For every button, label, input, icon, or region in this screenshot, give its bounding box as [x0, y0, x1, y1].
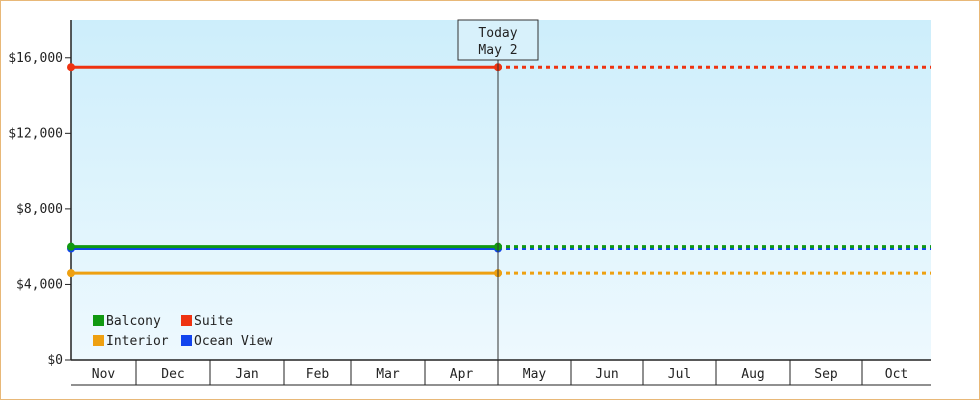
legend-label-suite: Suite: [194, 314, 233, 329]
y-tick-label: $0: [47, 353, 63, 368]
month-label-apr: Apr: [450, 367, 474, 382]
month-label-jul: Jul: [668, 367, 691, 382]
y-tick-label: $12,000: [8, 126, 63, 141]
legend-label-balcony: Balcony: [106, 314, 161, 329]
legend-swatch-interior: [93, 335, 104, 346]
legend: Balcony Suite Interior Ocean View: [93, 314, 272, 349]
legend-swatch-balcony: [93, 315, 104, 326]
legend-label-interior: Interior: [106, 334, 169, 349]
y-tick-label: $8,000: [16, 202, 63, 217]
legend-swatch-ocean-view: [181, 335, 192, 346]
y-axis: $0 $4,000 $8,000 $12,000 $16,000: [8, 20, 72, 368]
legend-label-ocean-view: Ocean View: [194, 334, 272, 349]
today-label: Today: [478, 26, 517, 41]
series-suite-point-start: [67, 63, 75, 72]
month-label-dec: Dec: [161, 367, 184, 382]
today-box: [457, 19, 539, 61]
month-label-nov: Nov: [92, 367, 116, 382]
month-label-mar: Mar: [376, 367, 400, 382]
series-interior-point-start: [67, 269, 75, 278]
plot-area: [71, 20, 931, 360]
month-label-sep: Sep: [814, 367, 838, 382]
y-tick-label: $4,000: [16, 277, 63, 292]
y-tick-label: $16,000: [8, 51, 63, 66]
series-balcony-point-start: [67, 242, 75, 251]
month-label-may: May: [523, 367, 547, 382]
today-marker: Today May 2: [457, 19, 539, 360]
x-axis: Nov Dec Jan Feb Mar Apr May Jun Jul Aug Sep Oct: [71, 359, 931, 386]
series-layer: [67, 63, 931, 278]
legend-swatch-suite: [181, 315, 192, 326]
today-date: May 2: [478, 43, 517, 58]
month-label-aug: Aug: [741, 367, 764, 382]
month-label-oct: Oct: [885, 367, 908, 382]
month-label-jan: Jan: [235, 367, 258, 382]
month-label-feb: Feb: [306, 367, 330, 382]
month-label-jun: Jun: [595, 367, 618, 382]
